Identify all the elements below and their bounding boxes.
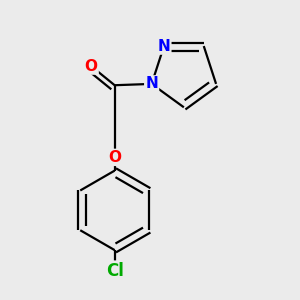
Text: N: N [158,39,170,54]
Text: N: N [145,76,158,92]
Text: O: O [108,150,121,165]
Text: O: O [85,58,98,74]
Text: Cl: Cl [106,262,124,280]
